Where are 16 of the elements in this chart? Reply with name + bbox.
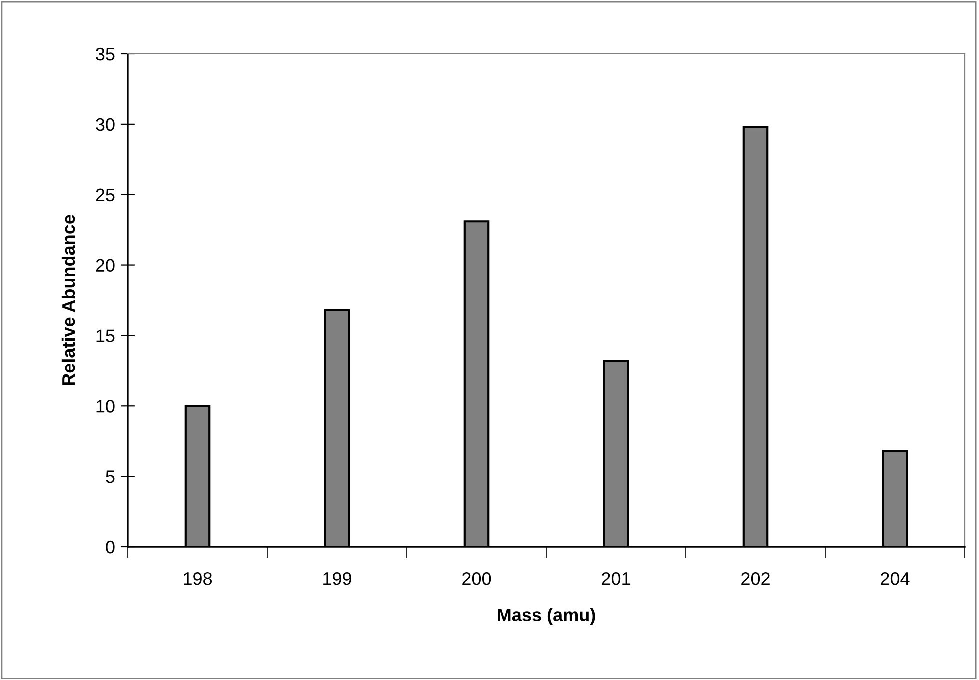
x-tick-label: 202: [742, 572, 770, 586]
x-tick-label: 198: [184, 572, 212, 586]
y-tick-label: 25: [96, 188, 115, 202]
y-tick-label: 15: [96, 330, 115, 342]
y-tick-label: 35: [96, 48, 115, 61]
x-tick-label: 201: [602, 572, 630, 586]
x-tick-label: 199: [324, 572, 352, 586]
x-tick-label: 204: [881, 572, 910, 586]
y-tick-label: 30: [96, 118, 115, 132]
x-tick-label: 200: [462, 572, 492, 586]
y-tick-label: 0: [106, 540, 115, 554]
y-tick-label: 5: [106, 470, 115, 484]
x-axis-title: Mass (amu): [498, 608, 596, 626]
y-axis-title: Relative Abundance: [62, 215, 76, 386]
y-tick-label: 20: [96, 259, 115, 272]
y-tick-label: 10: [96, 400, 115, 413]
